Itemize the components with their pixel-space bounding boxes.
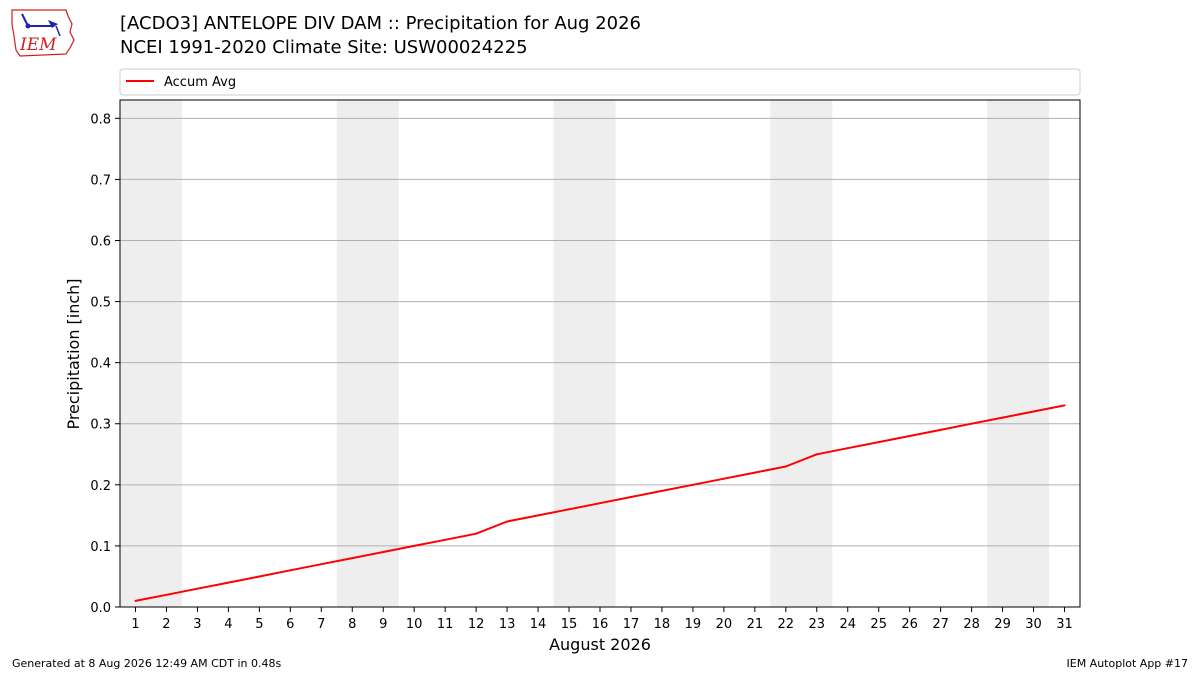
data-point xyxy=(382,551,385,554)
data-point xyxy=(877,441,880,444)
data-point xyxy=(599,502,601,505)
data-point xyxy=(846,447,849,450)
x-tick-label: 9 xyxy=(379,617,387,632)
data-point xyxy=(970,422,973,425)
series-lines xyxy=(134,404,1066,602)
x-tick-label: 4 xyxy=(224,617,232,632)
data-point xyxy=(351,557,354,560)
y-tick-label: 0.3 xyxy=(90,418,111,433)
x-tick-label: 5 xyxy=(255,617,263,632)
x-tick-label: 27 xyxy=(932,617,949,632)
generated-timestamp: Generated at 8 Aug 2026 12:49 AM CDT in … xyxy=(12,657,282,670)
logo-text: IEM xyxy=(19,35,57,55)
data-point xyxy=(691,483,694,486)
x-tick-label: 15 xyxy=(561,617,578,632)
x-tick-label: 18 xyxy=(654,617,671,632)
data-point xyxy=(568,508,571,511)
data-point xyxy=(506,520,509,523)
x-tick-label: 10 xyxy=(406,617,423,632)
x-tick-label: 29 xyxy=(994,617,1011,632)
data-point xyxy=(660,489,663,492)
y-tick-label: 0.6 xyxy=(90,234,111,249)
data-point xyxy=(1001,416,1004,419)
y-tick-label: 0.7 xyxy=(90,173,111,188)
data-point xyxy=(413,544,416,547)
y-tick-label: 0.1 xyxy=(90,540,111,555)
y-tick-label: 0.0 xyxy=(90,601,111,616)
data-point xyxy=(444,538,447,541)
x-tick-label: 31 xyxy=(1056,617,1073,632)
x-tick-label: 25 xyxy=(870,617,887,632)
x-tick-label: 2 xyxy=(162,617,170,632)
data-point xyxy=(815,453,818,456)
x-tick-label: 11 xyxy=(437,617,454,632)
data-point xyxy=(1032,410,1035,413)
data-point xyxy=(258,575,261,578)
x-tick-label: 12 xyxy=(468,617,485,632)
data-point xyxy=(939,428,942,431)
chart-title: [ACDO3] ANTELOPE DIV DAM :: Precipitatio… xyxy=(120,12,641,60)
weekend-bands xyxy=(120,100,1050,607)
x-tick-label: 1 xyxy=(131,617,139,632)
x-tick-label: 30 xyxy=(1025,617,1042,632)
iem-logo: IEM xyxy=(11,9,75,57)
data-point xyxy=(537,514,540,517)
x-tick-label: 23 xyxy=(809,617,826,632)
legend-label: Accum Avg xyxy=(164,75,236,90)
title-line-2: NCEI 1991-2020 Climate Site: USW00024225 xyxy=(120,37,528,58)
x-tick-label: 19 xyxy=(685,617,702,632)
y-axis-ticks: 0.0 0.1 0.2 0.3 0.4 0.5 0.6 0.7 0.8 xyxy=(90,112,120,616)
x-tick-label: 6 xyxy=(286,617,294,632)
x-tick-label: 22 xyxy=(778,617,795,632)
data-point xyxy=(196,587,199,590)
x-tick-label: 20 xyxy=(716,617,733,632)
data-point xyxy=(908,434,911,437)
x-tick-label: 21 xyxy=(747,617,764,632)
data-point xyxy=(227,581,230,584)
weekend-band xyxy=(770,100,833,607)
weekend-band xyxy=(120,100,182,607)
weekend-band xyxy=(336,100,399,607)
y-tick-label: 0.2 xyxy=(90,479,111,494)
data-point xyxy=(629,496,632,499)
data-point xyxy=(165,593,168,596)
x-tick-label: 17 xyxy=(623,617,640,632)
legend-box xyxy=(119,68,1081,96)
x-tick-label: 14 xyxy=(530,617,547,632)
x-axis-label: August 2026 xyxy=(549,635,651,654)
x-tick-label: 26 xyxy=(901,617,918,632)
data-point xyxy=(1063,404,1066,407)
data-point xyxy=(753,471,756,474)
title-line-1: [ACDO3] ANTELOPE DIV DAM :: Precipitatio… xyxy=(120,13,642,34)
y-tick-label: 0.4 xyxy=(90,357,111,372)
data-point xyxy=(475,532,478,535)
data-point xyxy=(784,465,787,468)
data-point xyxy=(320,563,323,566)
x-tick-label: 16 xyxy=(592,617,609,632)
data-point xyxy=(722,477,725,480)
x-tick-label: 13 xyxy=(499,617,516,632)
data-point xyxy=(289,569,292,572)
x-tick-label: 28 xyxy=(963,617,980,632)
x-tick-label: 7 xyxy=(317,617,325,632)
y-axis-label: Precipitation [inch] xyxy=(64,278,83,429)
data-point xyxy=(134,599,137,602)
weekend-band xyxy=(987,100,1050,607)
weekend-band xyxy=(553,100,616,607)
x-tick-label: 8 xyxy=(348,617,356,632)
x-tick-label: 24 xyxy=(839,617,856,632)
app-credit: IEM Autoplot App #17 xyxy=(1066,657,1189,670)
x-tick-label: 3 xyxy=(193,617,201,632)
y-tick-label: 0.8 xyxy=(90,112,111,127)
x-axis-ticks: 1 2 3 4 5 6 7 8 9 10 11 12 13 14 15 16 17 18 19 20 21 22 23 24 2… xyxy=(131,607,1073,632)
y-tick-label: 0.5 xyxy=(90,296,111,311)
